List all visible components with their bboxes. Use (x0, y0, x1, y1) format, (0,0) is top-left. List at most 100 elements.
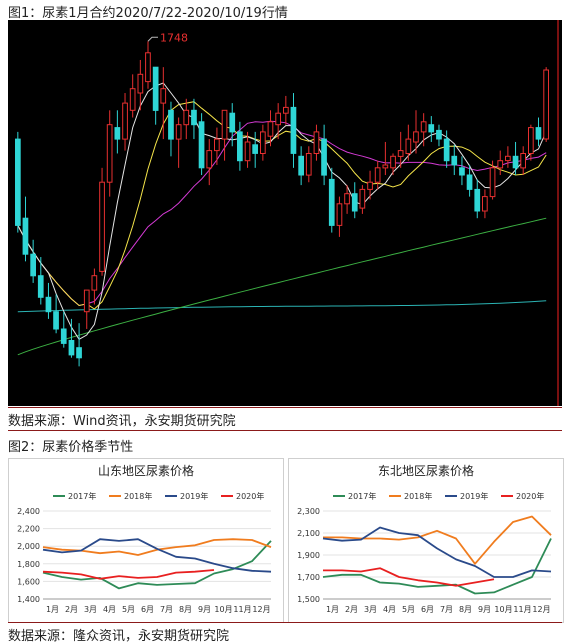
northeast-x-tick: 12月 (532, 605, 550, 614)
ma5-line (17, 82, 547, 340)
northeast-x-tick: 6月 (421, 605, 434, 614)
shandong-x-tick: 4月 (103, 605, 116, 614)
northeast-y-tick: 1,500 (297, 595, 320, 604)
candle-body (106, 124, 113, 183)
candle-body (175, 124, 182, 140)
candle-body (183, 109, 190, 126)
northeast-x-tick: 7月 (440, 605, 453, 614)
candle-body (405, 138, 412, 154)
ma120-line (17, 300, 547, 313)
shandong-y-tick: 2,400 (17, 507, 40, 516)
candle-body (37, 275, 44, 298)
candle-body (45, 296, 52, 313)
candle-body (260, 131, 266, 155)
candle-body (114, 127, 121, 140)
shandong-chart: 山东地区尿素价格 2017年 2018年 2019年 2020年 1,400 1,600 1,… (17, 463, 272, 614)
shandong-legend-label: 2019年 (180, 491, 208, 501)
candle-body (535, 127, 542, 140)
shandong-x-tick: 12月 (252, 605, 270, 614)
shandong-x-tick: 5月 (122, 605, 135, 614)
candle-body (482, 196, 488, 212)
shandong-x-tick: 11月 (233, 605, 251, 614)
candlestick-svg: 1748 (15, 20, 559, 406)
candle-body (15, 138, 21, 226)
northeast-legend-label: 2017年 (348, 491, 376, 501)
shandong-series-line (42, 538, 272, 573)
northeast-x-tick: 3月 (364, 605, 377, 614)
candle-body (382, 164, 389, 169)
rule-1 (8, 407, 562, 408)
candle-body (290, 106, 297, 154)
candle-body (321, 138, 327, 176)
candle-body (283, 106, 289, 114)
candle-body (91, 275, 98, 291)
shandong-legend-label: 2020年 (236, 491, 264, 501)
candle-body (328, 178, 335, 226)
candle-body (60, 328, 67, 344)
shandong-x-tick: 9月 (198, 605, 211, 614)
figure1-source: 数据来源：Wind资讯，永安期货研究院 (8, 414, 236, 429)
candle-body (275, 112, 281, 126)
shandong-y-tick: 1,400 (17, 595, 40, 604)
candle-body (191, 109, 197, 126)
rule-3 (8, 622, 562, 623)
candle-body (543, 69, 549, 140)
candle-body (466, 174, 473, 190)
shandong-x-tick: 6月 (141, 605, 154, 614)
candle-body (344, 193, 350, 205)
shandong-x-tick: 10月 (214, 605, 232, 614)
shandong-title: 山东地区尿素价格 (98, 463, 194, 478)
ma10-line (17, 101, 547, 310)
northeast-series-line (323, 515, 552, 565)
candle-body (198, 121, 205, 169)
candle-body (129, 88, 136, 111)
northeast-y-tick: 2,300 (297, 507, 320, 516)
candle-body (160, 88, 167, 104)
peak-label: 1748 (160, 31, 188, 44)
candle-body (505, 155, 511, 162)
shandong-series-line (42, 538, 272, 556)
figure2-source: 数据来源：隆众资讯，永安期货研究院 (8, 629, 230, 644)
candle-body (489, 167, 496, 198)
northeast-panel: 东北地区尿素价格 2017年 2018年 2019年 2020年 1,500 1,700 1,… (288, 458, 564, 623)
candle-body (267, 121, 274, 137)
shandong-x-tick: 2月 (65, 605, 78, 614)
ma60-line (17, 217, 547, 356)
shandong-legend-label: 2018年 (124, 491, 152, 501)
candle-body (397, 150, 404, 157)
candle-body (305, 153, 312, 176)
candle-body (367, 181, 373, 190)
rule-2 (8, 430, 562, 431)
candle-body (30, 253, 36, 277)
northeast-y-tick: 1,700 (297, 573, 320, 582)
candle-body (53, 311, 59, 330)
candle-body (237, 131, 243, 162)
candle-body (122, 102, 128, 140)
candle-body (83, 289, 90, 313)
candle-body (520, 153, 526, 169)
candle-body (152, 66, 159, 111)
northeast-title: 东北地区尿素价格 (378, 463, 474, 478)
candle-body (214, 138, 220, 152)
figure1-title: 图1：尿素1月合约2020/7/22-2020/10/19行情 (8, 6, 288, 21)
shandong-y-tick: 2,200 (17, 525, 40, 534)
candle-body (145, 52, 151, 83)
candlestick-chart: 1748 (8, 20, 562, 406)
northeast-y-tick: 1,900 (297, 551, 320, 560)
candle-body (168, 109, 174, 140)
northeast-x-tick: 5月 (402, 605, 415, 614)
northeast-x-tick: 4月 (383, 605, 396, 614)
northeast-x-tick: 8月 (459, 605, 472, 614)
figure2-title: 图2：尿素价格季节性 (8, 440, 134, 455)
shandong-y-tick: 1,600 (17, 577, 40, 586)
peak-pointer (147, 36, 158, 42)
candle-body (68, 340, 75, 356)
northeast-series-line (322, 538, 552, 595)
candle-body (390, 155, 396, 169)
northeast-chart: 东北地区尿素价格 2017年 2018年 2019年 2020年 1,500 1,700 1,… (297, 463, 552, 614)
candle-body (420, 121, 427, 133)
candle-body (351, 193, 358, 212)
candle-body (436, 129, 442, 140)
candle-body (206, 150, 213, 169)
northeast-x-tick: 9月 (478, 605, 491, 614)
